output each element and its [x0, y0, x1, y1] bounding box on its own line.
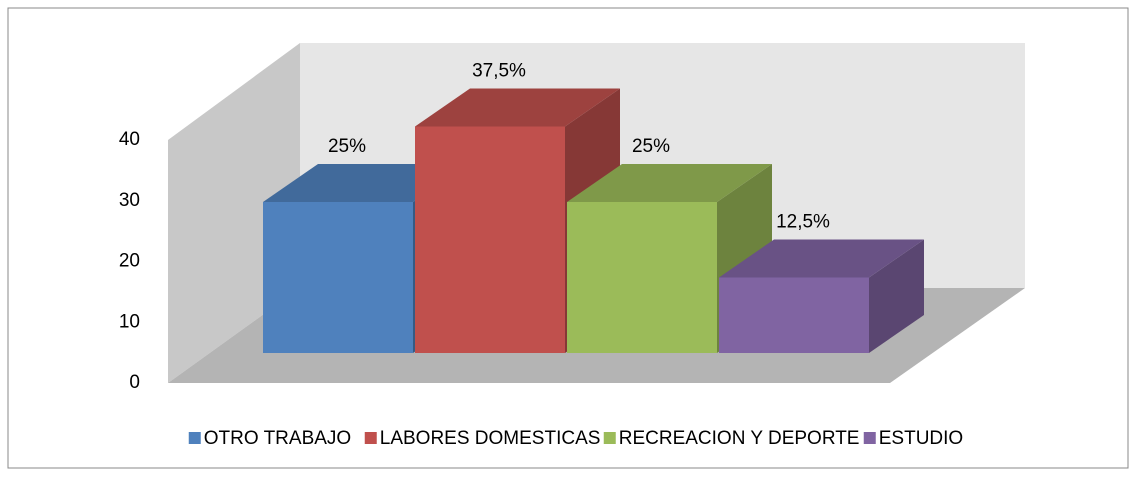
legend-label: RECREACION Y DEPORTE [619, 428, 860, 449]
y-tick-label: 40 [119, 129, 140, 150]
data-label: 25% [632, 136, 670, 157]
legend-label: LABORES DOMESTICAS [380, 428, 601, 449]
bar-top [567, 164, 772, 202]
legend-swatch [188, 432, 201, 444]
bar [567, 202, 717, 353]
bar-side [869, 239, 924, 353]
legend-swatch [603, 432, 616, 444]
legend-swatch [863, 432, 876, 444]
y-tick-label: 30 [119, 190, 140, 211]
bar-top [719, 239, 924, 278]
legend-label: ESTUDIO [879, 428, 963, 449]
y-tick-label: 0 [129, 372, 140, 393]
bar [263, 202, 413, 353]
legend-swatch [364, 432, 377, 444]
data-label: 37,5% [472, 61, 526, 82]
data-label: 12,5% [776, 212, 830, 233]
bar [415, 126, 565, 353]
bar-top [415, 88, 620, 127]
y-tick-label: 20 [119, 251, 140, 272]
legend-label: OTRO TRABAJO [204, 428, 351, 449]
data-label: 25% [328, 136, 366, 157]
y-tick-label: 10 [119, 311, 140, 332]
bar [719, 277, 869, 353]
